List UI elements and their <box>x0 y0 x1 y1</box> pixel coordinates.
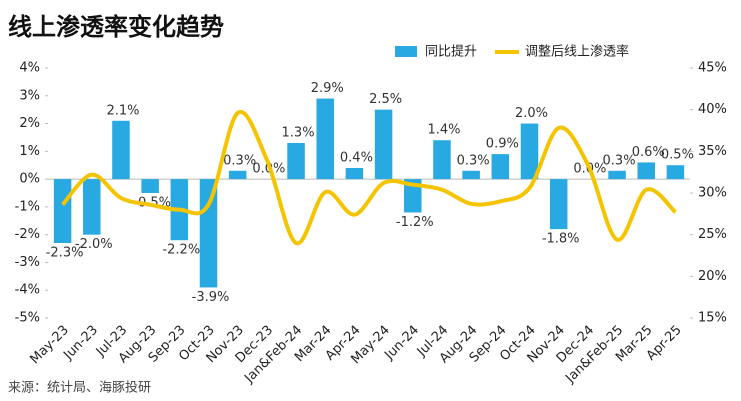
value-label: -1.8% <box>542 232 580 247</box>
value-label: 1.3% <box>282 126 315 141</box>
y2-tick-label: 40% <box>698 102 727 117</box>
bar <box>404 179 422 213</box>
value-label: 0.4% <box>340 151 373 166</box>
y2-tick-label: 30% <box>698 186 727 201</box>
value-label: -2.2% <box>162 243 200 258</box>
y-tick-label: 4% <box>19 61 40 76</box>
y-tick-label: 1% <box>19 144 40 159</box>
value-label: 2.1% <box>106 103 139 118</box>
legend-swatch <box>395 46 417 57</box>
legend-label: 同比提升 <box>425 44 477 60</box>
y-tick-label: -4% <box>15 283 40 298</box>
value-label: 2.9% <box>311 81 344 96</box>
bar <box>637 162 655 180</box>
value-label: -2.0% <box>75 237 113 252</box>
bar <box>199 179 218 288</box>
bar <box>141 179 159 193</box>
value-label: 0.3% <box>603 153 636 168</box>
value-label: 0.5% <box>661 148 694 163</box>
bar <box>316 98 334 180</box>
bar <box>549 179 568 230</box>
bar <box>112 120 130 180</box>
bar <box>520 123 539 180</box>
bar <box>228 170 247 180</box>
value-label: 0.9% <box>486 137 519 152</box>
legend-label: 调整后线上渗透率 <box>525 44 629 60</box>
y2-tick-label: 25% <box>698 227 727 242</box>
value-label: 0.3% <box>223 153 256 168</box>
bar <box>374 109 393 180</box>
value-label: 2.5% <box>369 92 402 107</box>
bar <box>53 179 72 243</box>
y-tick-label: 2% <box>19 116 40 131</box>
value-label: 0.6% <box>632 145 665 160</box>
y2-tick-label: 35% <box>698 144 727 159</box>
x-tick-label: May-23 <box>27 323 71 367</box>
bar <box>462 170 480 180</box>
bar <box>345 168 364 180</box>
value-label: 2.0% <box>515 106 548 121</box>
value-label: -3.9% <box>192 290 230 305</box>
bar <box>433 140 451 180</box>
y-tick-label: -1% <box>15 199 40 214</box>
y-tick-label: -5% <box>15 311 40 326</box>
y-tick-label: 3% <box>19 88 40 103</box>
bar <box>287 143 305 180</box>
value-label: -1.2% <box>396 215 434 230</box>
value-label: 1.4% <box>427 123 460 138</box>
value-label: 0.3% <box>457 153 490 168</box>
y-tick-label: 0% <box>19 172 40 187</box>
value-label: -2.3% <box>46 246 84 261</box>
y2-tick-label: 15% <box>698 311 727 326</box>
y-tick-label: -3% <box>15 255 40 270</box>
source: 来源：统计局、海豚投研 <box>8 380 151 396</box>
bar <box>666 165 685 180</box>
y2-tick-label: 20% <box>698 269 727 284</box>
y-tick-label: -2% <box>15 227 40 242</box>
bar <box>491 154 510 180</box>
line <box>61 109 677 246</box>
bar <box>608 170 626 180</box>
bar <box>83 179 101 235</box>
chart-title: 线上渗透率变化趋势 <box>8 13 224 41</box>
y2-tick-label: 45% <box>698 61 727 76</box>
